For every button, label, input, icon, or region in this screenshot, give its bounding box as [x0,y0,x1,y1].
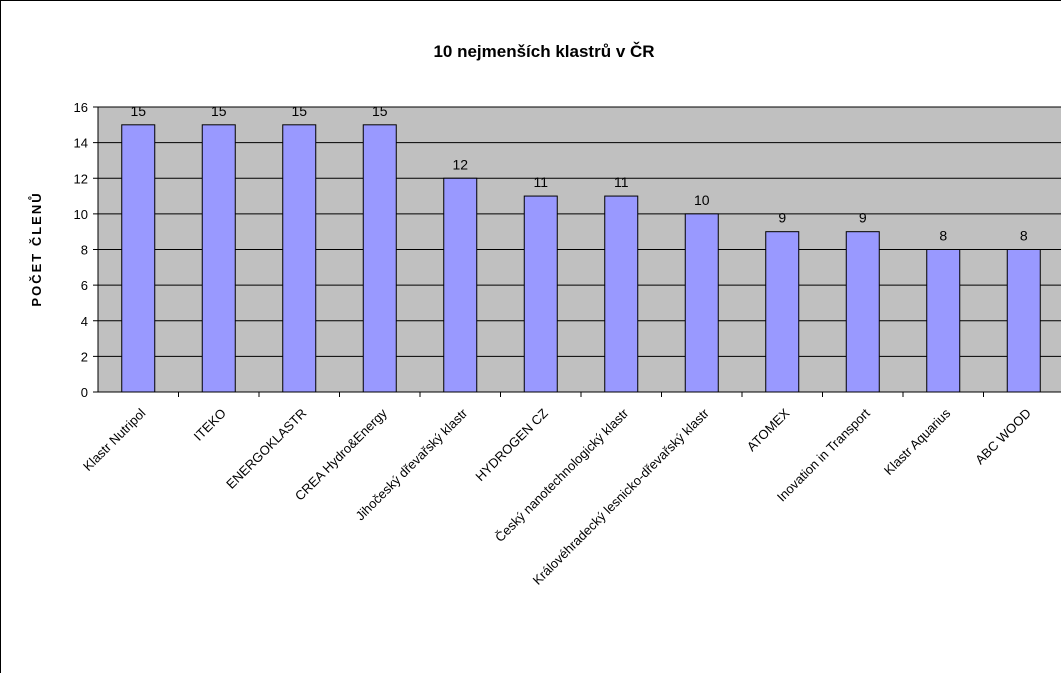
data-label: 15 [372,103,388,119]
bar [604,195,639,393]
y-tick-label: 8 [81,243,88,258]
y-tick-label: 14 [74,136,88,151]
y-tick-label: 16 [74,100,88,115]
y-tick-label: 12 [74,171,88,186]
bar [362,124,397,393]
y-axis-label: POČET ČLENŮ [28,191,44,306]
x-tick-label: ABC WOOD [972,406,1034,468]
axes: 0 2 4 6 8 10 12 14 16 [74,100,1061,400]
bar [282,124,317,393]
bar [201,124,236,393]
y-tick-label: 4 [81,314,88,329]
y-tick-label: 10 [74,207,88,222]
data-label: 15 [130,103,146,119]
data-label: 12 [452,156,468,172]
data-label: 8 [1020,228,1028,244]
bar [926,249,961,393]
x-tick-label: Královéhradecký lesnicko-dřevařský klast… [530,405,713,588]
data-label: 15 [211,103,227,119]
bar [684,213,719,393]
bar [845,231,880,393]
data-label: 15 [291,103,307,119]
x-tick-label: Klastr Nutripol [80,405,148,473]
data-label: 9 [859,210,867,226]
bar [1006,249,1041,393]
y-tick-label: 6 [81,278,88,293]
x-tick-label: ATOMEX [744,405,793,454]
data-label: 8 [939,228,947,244]
x-tick-label: Český nanotechnologický klastr [492,405,632,545]
x-tick-label: Inovation in Transport [774,405,873,504]
bar [765,231,800,393]
x-tick-label: ENERGOKLASTR [223,406,309,492]
x-tick-label: HYDROGEN CZ [472,405,551,484]
data-label: 10 [694,192,710,208]
data-label: 9 [778,210,786,226]
bar [523,195,558,393]
x-tick-label: Klastr Aquarius [881,405,954,478]
bar [121,124,156,393]
bars [121,124,1041,393]
data-label: 11 [614,174,629,190]
bar [443,177,478,393]
data-label: 11 [533,174,548,190]
y-tick-label: 0 [81,385,88,400]
chart-title: 10 nejmenších klastrů v ČR [433,42,654,61]
x-tick-label: ITEKO [191,406,229,444]
y-tick-label: 2 [81,349,88,364]
gridlines [98,106,1061,357]
